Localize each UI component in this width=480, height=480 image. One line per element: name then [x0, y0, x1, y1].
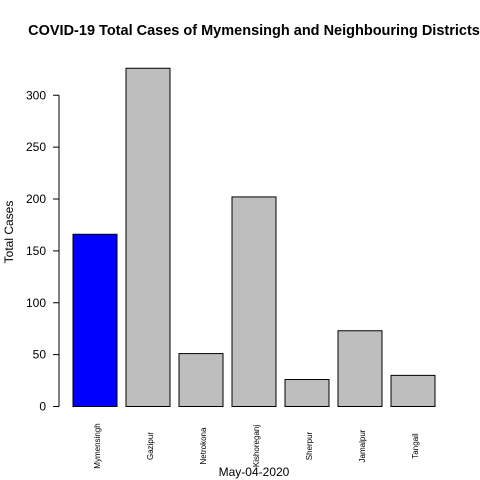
x-category-label: Netrokona: [199, 427, 208, 464]
y-tick-label: 300: [26, 88, 46, 102]
bar-tangail: [390, 374, 436, 407]
bar-kishoreganj: [231, 196, 277, 407]
y-tick-label: 0: [39, 400, 46, 414]
bar-mymensingh: [72, 233, 118, 407]
x-axis-title: May-04-2020: [219, 465, 290, 479]
y-tick-label: 250: [26, 140, 46, 154]
bars-group: [72, 67, 436, 408]
x-category-label: Kishoreganj: [252, 425, 261, 467]
y-tick-label: 100: [26, 296, 46, 310]
x-category-label: Sherpur: [305, 431, 314, 460]
x-category-label: Tangail: [411, 433, 420, 459]
bar-netrokona: [178, 353, 224, 407]
x-category-label: Jamalpur: [358, 429, 367, 462]
y-tick-label: 150: [26, 244, 46, 258]
chart-title: COVID-19 Total Cases of Mymensingh and N…: [28, 23, 480, 39]
x-category-label: Mymensingh: [93, 423, 102, 468]
y-tick-label: 50: [33, 348, 47, 362]
bar-sherpur: [284, 379, 330, 407]
y-tick-label: 200: [26, 192, 46, 206]
y-axis-title: Total Cases: [2, 201, 16, 264]
y-axis: 0 50 100 150 200 250 300: [26, 88, 60, 414]
bar-gazipur: [125, 67, 171, 408]
x-category-label: Gazipur: [146, 432, 155, 460]
x-axis-labels: Mymensingh Gazipur Netrokona Kishoreganj She…: [93, 423, 420, 468]
bar-jamalpur: [337, 330, 383, 408]
